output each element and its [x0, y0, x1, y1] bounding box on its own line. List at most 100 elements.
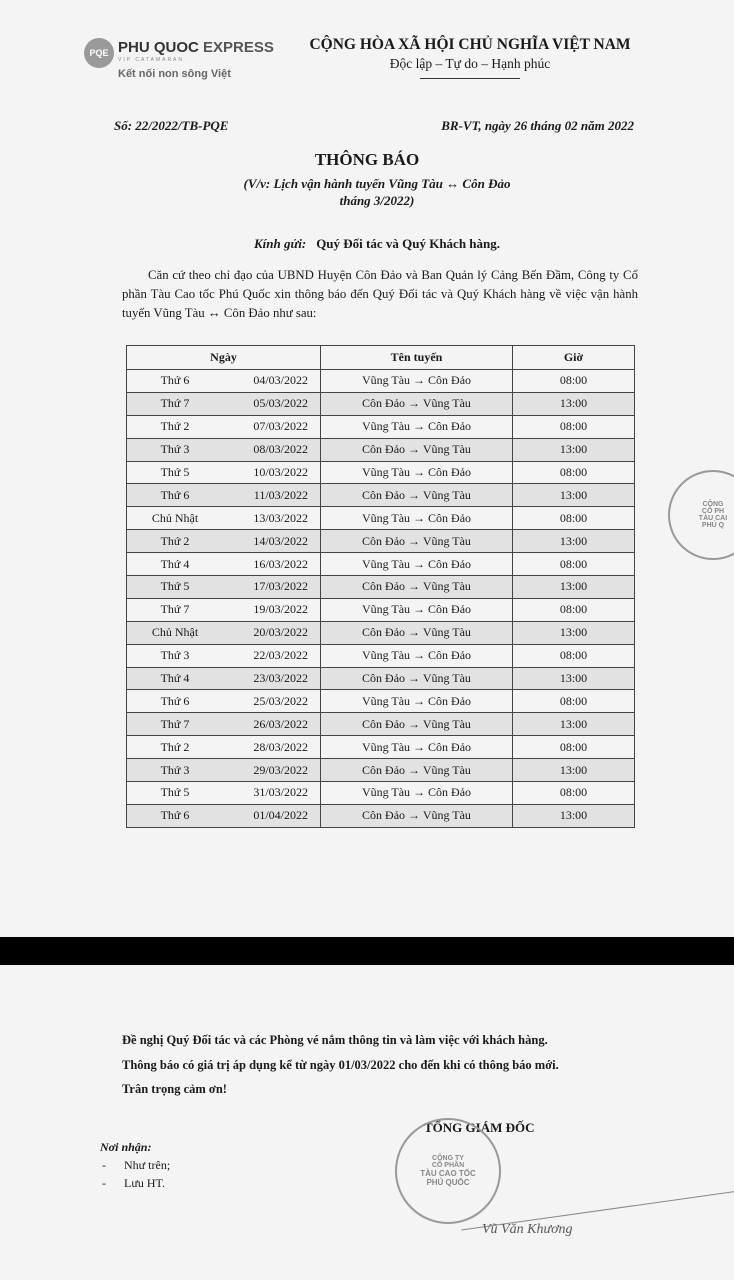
- time-cell: 08:00: [512, 506, 635, 531]
- greeting-label: Kính gửi:: [253, 236, 307, 251]
- date: 31/03/2022: [253, 785, 308, 800]
- time-cell: 08:00: [512, 689, 635, 714]
- date: 05/03/2022: [253, 396, 308, 411]
- time-cell: 08:00: [512, 735, 635, 760]
- date-cell: Thứ 4 23/03/2022: [126, 666, 321, 691]
- route-cell: Vũng Tàu → Côn Đảo: [320, 506, 513, 531]
- date-cell: Thứ 3 08/03/2022: [126, 437, 321, 462]
- time-cell: 13:00: [512, 712, 635, 737]
- route-cell: Vũng Tàu → Côn Đảo: [320, 643, 513, 668]
- subtitle-line-1: (V/v: Lịch vận hành tuyến Vũng Tàu ↔ Côn…: [243, 176, 511, 191]
- closing-line-3: Trân trọng cảm ơn!: [122, 1082, 227, 1096]
- route-cell: Côn Đảo → Vũng Tàu: [320, 575, 513, 599]
- signer-name: Vũ Văn Khương: [482, 1222, 573, 1237]
- route-cell: Côn Đảo → Vũng Tàu: [320, 483, 513, 508]
- date-cell: Thứ 5 17/03/2022: [126, 575, 321, 599]
- table-row: Thứ 3 22/03/2022 Vũng Tàu → Côn Đảo 08:00: [126, 643, 635, 668]
- weekday: Thứ 6: [160, 487, 190, 502]
- table-row: Thứ 6 11/03/2022 Côn Đảo → Vũng Tàu 13:00: [126, 483, 635, 508]
- weekday: Thứ 6: [160, 693, 190, 708]
- time-cell: 13:00: [512, 529, 635, 554]
- stamp-text: PHÚ QUỐC: [426, 1178, 470, 1187]
- recipient-item: - Như trên;: [102, 1158, 171, 1172]
- logo-sub: VIP CATAMARAN: [118, 57, 185, 63]
- date: 16/03/2022: [253, 556, 308, 571]
- weekday: Thứ 5: [160, 579, 190, 594]
- weekday: Thứ 4: [160, 556, 190, 571]
- national-header: CỘNG HÒA XÃ HỘI CHỦ NGHĨA VIỆT NAM Độc l…: [300, 36, 640, 79]
- date: 19/03/2022: [253, 602, 308, 617]
- weekday: Thứ 3: [160, 648, 190, 663]
- doc-number: Số: 22/2022/TB-PQE: [114, 118, 229, 133]
- route-cell: Côn Đảo → Vũng Tàu: [320, 529, 513, 554]
- table-row: Thứ 3 08/03/2022 Côn Đảo → Vũng Tàu 13:00: [126, 437, 635, 462]
- table-row: Thứ 4 23/03/2022 Côn Đảo → Vũng Tàu 13:00: [126, 666, 635, 691]
- page-2: [0, 965, 734, 1280]
- weekday: Thứ 3: [160, 442, 190, 457]
- weekday: Thứ 3: [160, 762, 190, 777]
- stamp-text: CÔNG TY: [432, 1155, 464, 1162]
- time-cell: 08:00: [512, 414, 635, 439]
- date: 08/03/2022: [253, 442, 308, 457]
- header-route: Tên tuyến: [320, 345, 513, 370]
- doc-title: THÔNG BÁO: [314, 150, 420, 169]
- date: 17/03/2022: [253, 579, 308, 594]
- greeting-text: Quý Đối tác và Quý Khách hàng.: [316, 236, 501, 251]
- nation-title: CỘNG HÒA XÃ HỘI CHỦ NGHĨA VIỆT NAM: [309, 36, 631, 53]
- date-cell: Thứ 6 04/03/2022: [126, 369, 321, 393]
- date-cell: Thứ 2 28/03/2022: [126, 735, 321, 760]
- date: 11/03/2022: [253, 487, 308, 502]
- time-cell: 13:00: [512, 437, 635, 462]
- header-time: Giờ: [512, 345, 635, 370]
- schedule-table: Ngày Tên tuyến Giờ Thứ 6 04/03/2022 Vũng T…: [126, 345, 635, 828]
- time-cell: 08:00: [512, 369, 635, 393]
- stamp-text: CÔNG: [702, 501, 724, 508]
- table-row: Thứ 4 16/03/2022 Vũng Tàu → Côn Đảo 08:00: [126, 552, 635, 577]
- table-row: Thứ 6 01/04/2022 Côn Đảo → Vũng Tàu 13:00: [126, 803, 635, 828]
- table-row: Chủ Nhật 20/03/2022 Côn Đảo → Vũng Tàu 13:0…: [126, 620, 635, 645]
- date-cell: Thứ 4 16/03/2022: [126, 552, 321, 577]
- recipient-item: - Lưu HT.: [102, 1176, 165, 1190]
- recipient-text: Lưu HT.: [124, 1176, 165, 1190]
- table-row: Thứ 5 17/03/2022 Côn Đảo → Vũng Tàu 13:00: [126, 575, 635, 599]
- route-cell: Côn Đảo → Vũng Tàu: [320, 620, 513, 645]
- time-cell: 13:00: [512, 391, 635, 416]
- logo-mark: PQE: [84, 38, 114, 68]
- date: 07/03/2022: [253, 419, 308, 434]
- doc-date: BR-VT, ngày 26 tháng 02 năm 2022: [441, 118, 634, 133]
- table-row: Thứ 2 28/03/2022 Vũng Tàu → Côn Đảo 08:00: [126, 735, 635, 760]
- time-cell: 13:00: [512, 758, 635, 783]
- doc-subtitle: (V/v: Lịch vận hành tuyến Vũng Tàu ↔ Côn…: [0, 175, 734, 209]
- weekday: Thứ 4: [160, 671, 190, 686]
- date: 20/03/2022: [253, 625, 308, 640]
- table-row: Thứ 6 04/03/2022 Vũng Tàu → Côn Đảo 08:00: [126, 369, 635, 393]
- weekday: Thứ 2: [160, 533, 190, 548]
- route-cell: Vũng Tàu → Côn Đảo: [320, 460, 513, 485]
- time-cell: 13:00: [512, 575, 635, 599]
- date: 10/03/2022: [253, 465, 308, 479]
- date-cell: Thứ 6 11/03/2022: [126, 483, 321, 508]
- weekday: Chủ Nhật: [151, 625, 199, 640]
- table-row: Thứ 6 25/03/2022 Vũng Tàu → Côn Đảo 08:00: [126, 689, 635, 714]
- weekday: Thứ 2: [160, 739, 190, 754]
- date-cell: Thứ 7 26/03/2022: [126, 712, 321, 737]
- weekday: Thứ 5: [160, 785, 190, 800]
- stamp-text: TÀU CAO TỐC: [420, 1169, 476, 1178]
- header-date: Ngày: [126, 345, 321, 370]
- date-cell: Thứ 5 10/03/2022: [126, 460, 321, 485]
- divider: [420, 78, 520, 79]
- company-logo: PQE PHU QUOC EXPRESS VIP CATAMARAN Kết n…: [84, 36, 294, 86]
- table-row: Thứ 7 26/03/2022 Côn Đảo → Vũng Tàu 13:00: [126, 712, 635, 737]
- date-cell: Thứ 2 14/03/2022: [126, 529, 321, 554]
- date: 26/03/2022: [253, 716, 308, 731]
- time-cell: 08:00: [512, 597, 635, 622]
- time-cell: 08:00: [512, 643, 635, 668]
- route-cell: Vũng Tàu → Côn Đảo: [320, 781, 513, 805]
- stamp-text: PHÚ Q: [701, 522, 725, 529]
- table-row: Thứ 7 19/03/2022 Vũng Tàu → Côn Đảo 08:00: [126, 597, 635, 622]
- route-cell: Vũng Tàu → Côn Đảo: [320, 414, 513, 439]
- date: 22/03/2022: [253, 648, 308, 663]
- time-cell: 13:00: [512, 620, 635, 645]
- closing-line-1: Đề nghị Quý Đối tác và các Phòng vé nắm …: [122, 1033, 548, 1047]
- date: 14/03/2022: [253, 533, 308, 548]
